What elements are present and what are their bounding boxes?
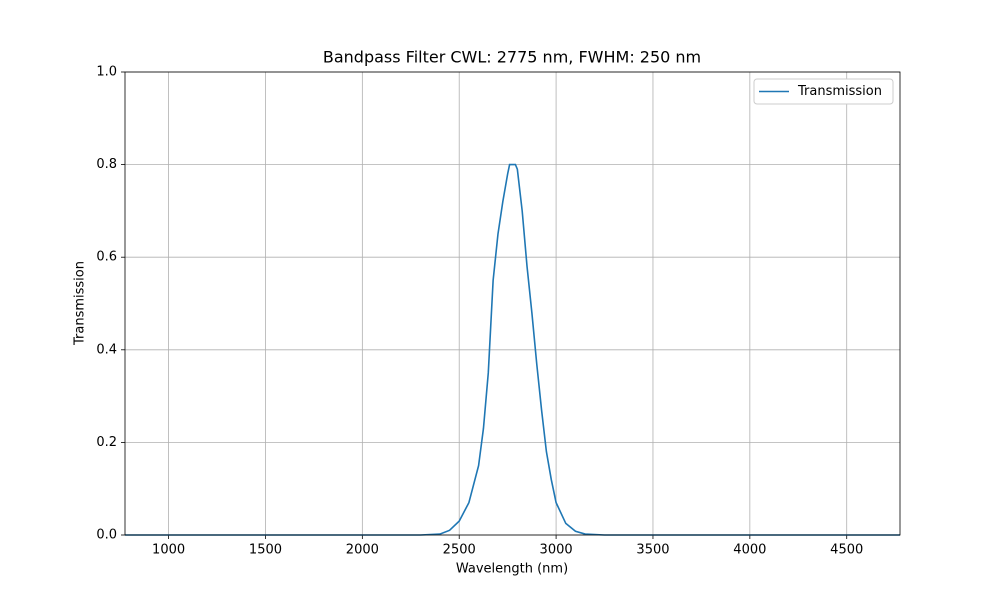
x-tick-label: 2500 — [443, 543, 476, 558]
plot-frame — [124, 71, 901, 536]
x-tick-label: 3500 — [636, 543, 669, 558]
x-tick-label: 4500 — [830, 543, 863, 558]
x-tick-label: 3000 — [540, 543, 573, 558]
y-axis-label: Transmission — [73, 261, 88, 346]
chart-title: Bandpass Filter CWL: 2775 nm, FWHM: 250 … — [323, 48, 701, 67]
x-axis-label: Wavelength (nm) — [456, 562, 568, 577]
y-tick-label: 0.4 — [96, 342, 117, 357]
x-tick-label: 1500 — [249, 543, 282, 558]
y-tick-label: 0.0 — [96, 528, 117, 543]
x-tick-label: 4000 — [733, 543, 766, 558]
legend-label: Transmission — [797, 84, 882, 99]
legend-box — [753, 78, 894, 105]
x-tick-label: 1000 — [152, 543, 185, 558]
y-tick-label: 0.2 — [96, 435, 117, 450]
x-tick-label: 2000 — [346, 543, 379, 558]
y-tick-label: 0.6 — [96, 250, 117, 265]
y-tick-label: 0.8 — [96, 157, 117, 172]
y-tick-label: 1.0 — [96, 65, 117, 80]
line-series — [125, 163, 900, 536]
